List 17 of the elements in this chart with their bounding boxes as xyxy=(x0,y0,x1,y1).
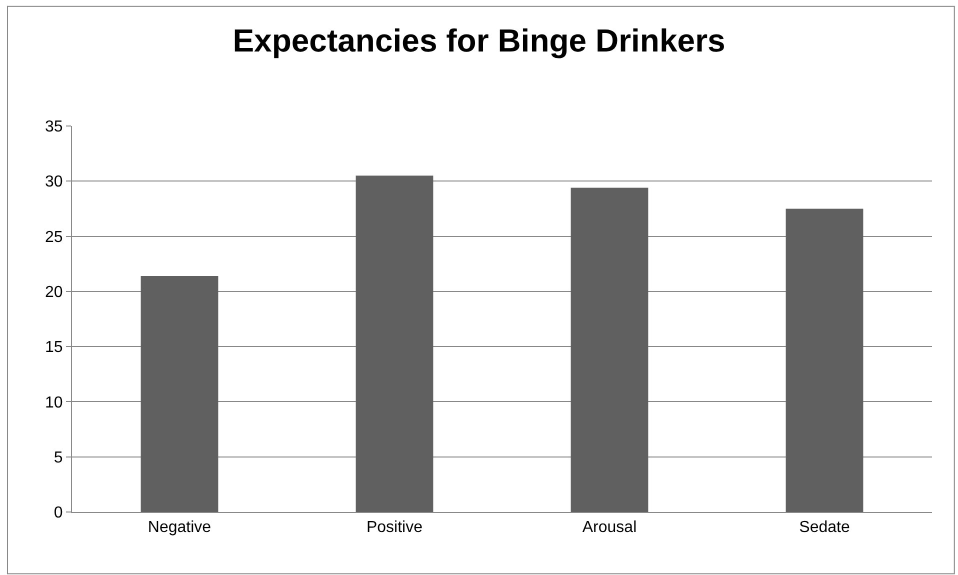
y-tick-label: 35 xyxy=(45,118,63,136)
x-tick-label: Sedate xyxy=(799,519,850,536)
y-tick-label: 20 xyxy=(45,284,63,302)
bar xyxy=(786,208,864,512)
y-tick-label: 25 xyxy=(45,228,63,246)
y-tick-label: 0 xyxy=(54,504,63,522)
chart-title: Expectancies for Binge Drinkers xyxy=(232,22,726,58)
bar xyxy=(140,276,218,512)
y-tick-label: 10 xyxy=(45,394,63,412)
y-tick-label: 30 xyxy=(45,174,63,191)
y-tick-label: 15 xyxy=(45,339,63,356)
bar xyxy=(356,176,434,512)
x-tick-label: Negative xyxy=(148,519,212,536)
x-tick-label: Arousal xyxy=(582,519,637,536)
x-tick-label: Positive xyxy=(366,519,423,536)
y-tick-label: 5 xyxy=(54,449,63,466)
bar xyxy=(570,188,648,512)
